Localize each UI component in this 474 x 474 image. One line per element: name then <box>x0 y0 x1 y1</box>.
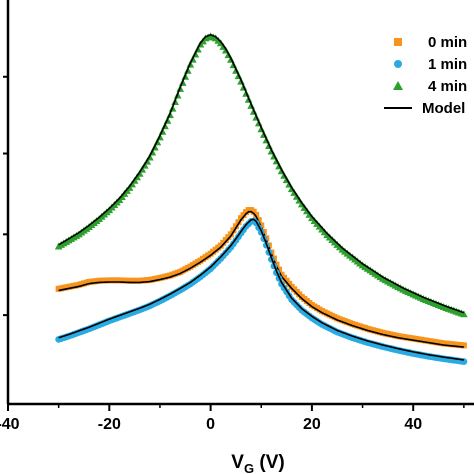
x-axis-ticks: -40 -20 0 20 40 <box>0 404 465 433</box>
legend-label: 4 min <box>428 78 467 95</box>
data-point <box>238 215 244 222</box>
x-tick-label: 20 <box>303 416 321 433</box>
data-point <box>235 219 242 226</box>
x-tick-label: 0 <box>206 416 215 433</box>
legend: 0 min 1 min 4 min Model <box>384 34 467 117</box>
data-point <box>253 211 260 218</box>
data-point <box>281 274 288 281</box>
plot-frame <box>6 0 474 406</box>
legend-circle-symbol <box>394 60 402 68</box>
data-point <box>460 310 468 318</box>
data-point <box>283 277 290 284</box>
data-point <box>227 231 234 238</box>
data-point <box>250 208 257 215</box>
legend-square-symbol <box>394 38 402 46</box>
legend-label: 1 min <box>428 56 467 73</box>
x-tick-label: -40 <box>0 416 20 433</box>
model-line <box>58 33 465 314</box>
data-point <box>230 227 237 234</box>
data-point <box>240 212 247 219</box>
series-layer <box>54 32 468 365</box>
series-1-min <box>55 217 468 365</box>
data-point <box>286 280 293 287</box>
x-tick-label: -20 <box>98 416 121 433</box>
x-axis-title: VG (V) <box>231 452 284 474</box>
legend-label: Model <box>422 100 465 117</box>
legend-label: 0 min <box>428 34 467 51</box>
data-point <box>232 223 239 230</box>
series-4-min <box>54 32 468 318</box>
data-point <box>460 342 467 349</box>
legend-triangle-symbol <box>393 81 403 90</box>
y-axis-ticks <box>3 75 8 317</box>
x-tick-label: 40 <box>404 416 422 433</box>
model-line <box>58 218 464 361</box>
